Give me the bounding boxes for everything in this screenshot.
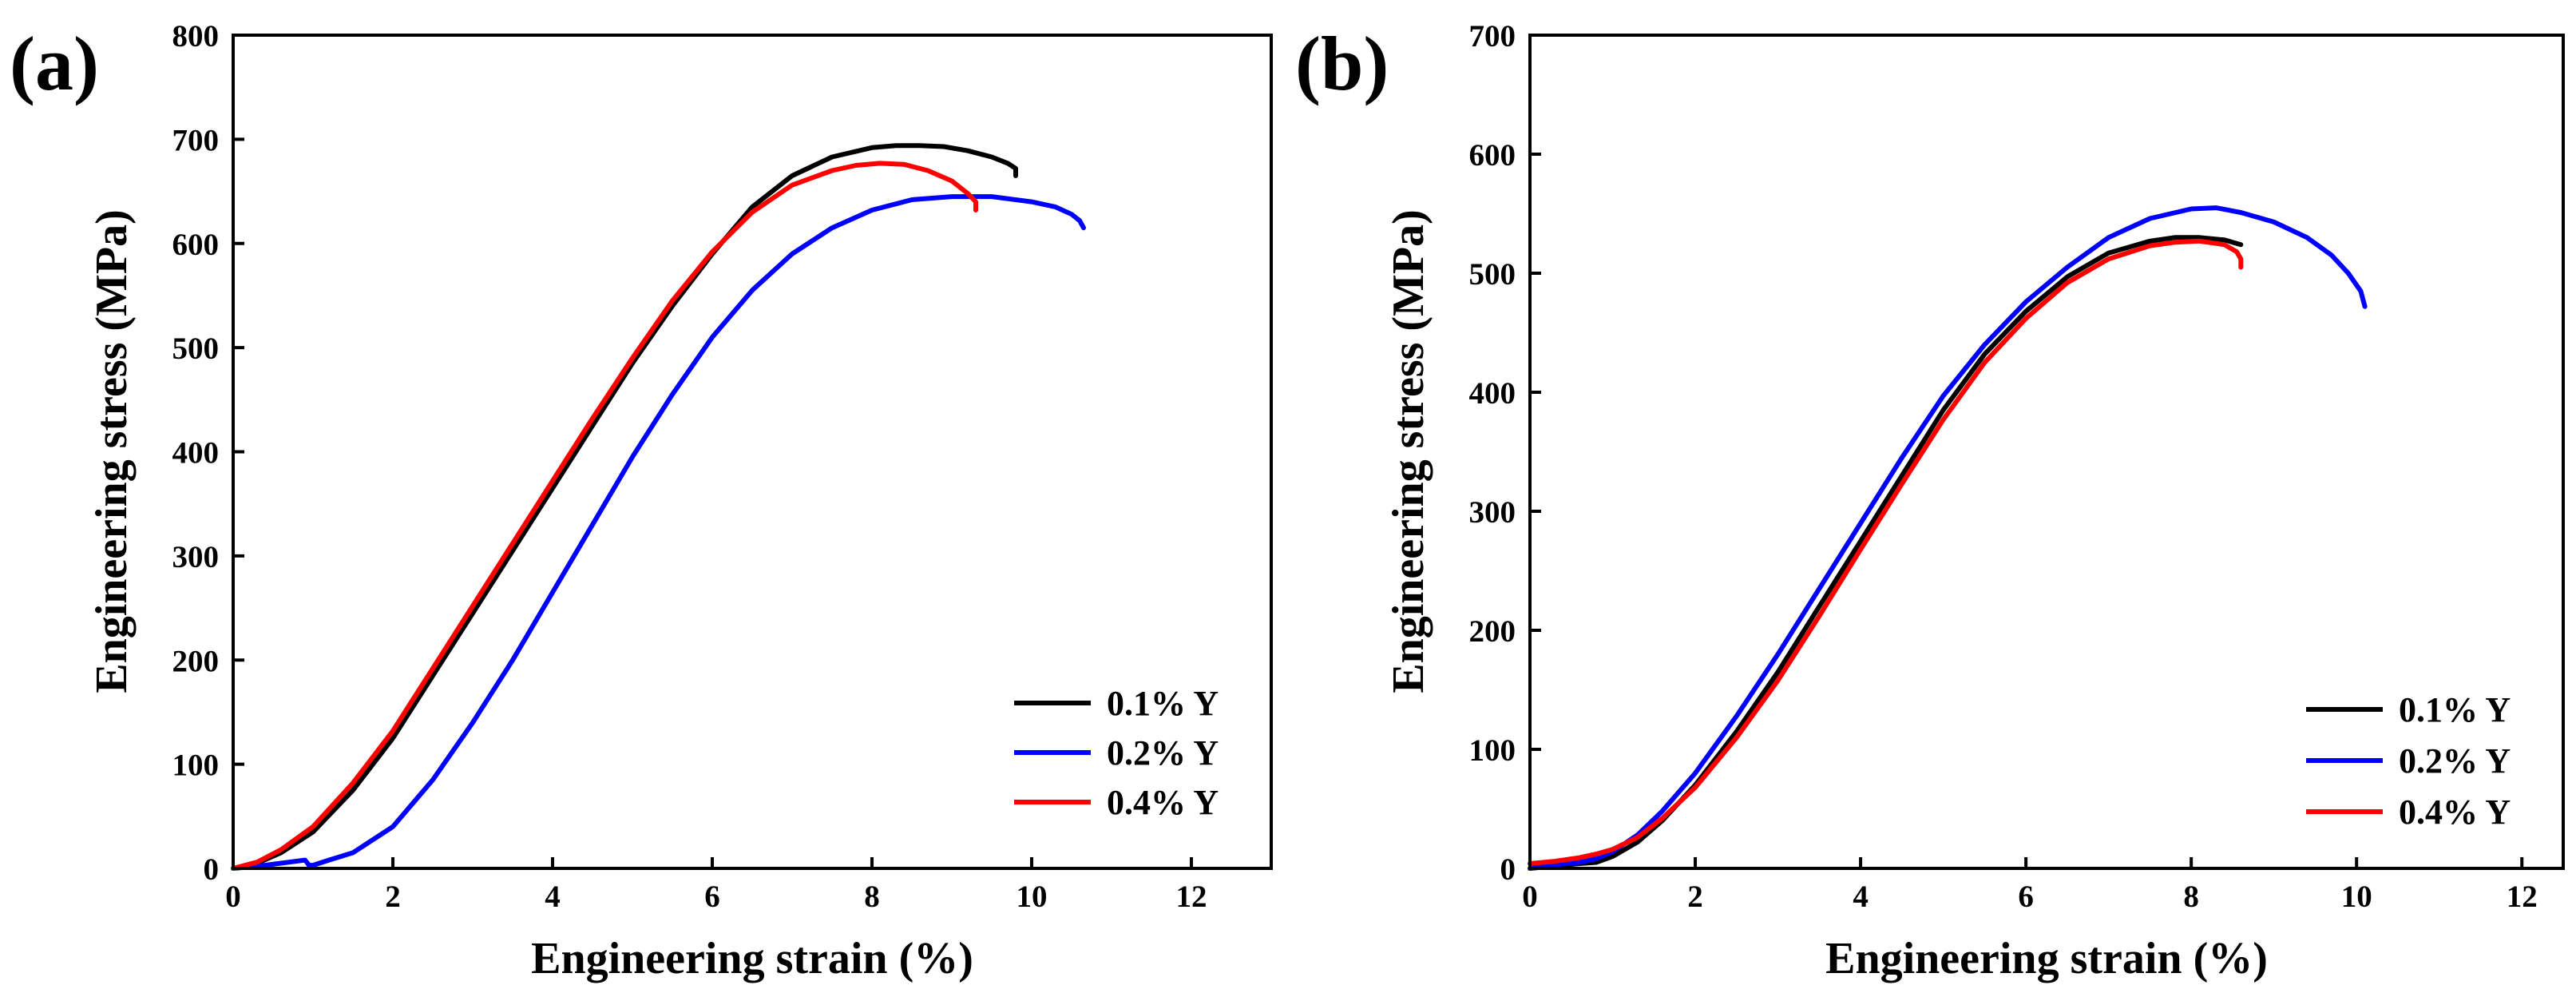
x-tick-label: 8 — [2183, 880, 2199, 914]
y-tick-label: 600 — [172, 228, 220, 262]
legend-label: 0.4% Y — [1107, 783, 1219, 822]
series-group — [231, 143, 1086, 871]
legend-label: 0.1% Y — [1107, 684, 1219, 723]
x-tick-label: 10 — [1017, 880, 1048, 914]
y-tick-label: 500 — [172, 332, 220, 366]
y-tick-label: 200 — [172, 644, 220, 678]
legend-label: 0.1% Y — [2399, 690, 2511, 729]
panel-label: (a) — [10, 21, 99, 106]
plot-frame — [1528, 34, 2565, 870]
x-tick-label: 6 — [704, 880, 720, 914]
y-axis-title: Engineering stress (MPa) — [1384, 209, 1433, 693]
axis-ticks: 0 2 4 6 8 10 12 0 100 200 300 400 500 600 700 — [1469, 19, 2538, 914]
y-tick-label: 0 — [1500, 852, 1516, 887]
legend-label: 0.2% Y — [1107, 733, 1219, 773]
axis-ticks: 0 2 4 6 8 10 12 0 100 200 300 400 500 600 700 800 — [172, 19, 1207, 914]
series-line-3 — [1528, 238, 2244, 866]
series-group — [1528, 205, 2368, 871]
y-tick-label: 800 — [172, 19, 220, 54]
y-tick-label: 100 — [172, 749, 220, 783]
y-tick-label: 600 — [1469, 138, 1516, 173]
panel-label: (b) — [1295, 21, 1389, 106]
plot-frame — [232, 34, 1273, 870]
chart-panel-b: (b) 0 2 4 6 8 10 12 0 100 200 300 400 500 600 700 0.1%… — [1295, 19, 2565, 983]
y-tick-label: 700 — [1469, 19, 1516, 54]
x-tick-label: 8 — [864, 880, 880, 914]
x-tick-label: 0 — [1522, 880, 1538, 914]
y-tick-label: 400 — [172, 436, 220, 471]
x-tick-label: 10 — [2341, 880, 2372, 914]
y-tick-label: 300 — [1469, 495, 1516, 530]
x-tick-label: 4 — [1853, 880, 1869, 914]
y-axis-title: Engineering stress (MPa) — [87, 209, 137, 693]
y-tick-label: 500 — [1469, 257, 1516, 292]
x-tick-label: 0 — [225, 880, 241, 914]
legend: 0.1% Y 0.2% Y 0.4% Y — [2306, 690, 2511, 832]
y-tick-label: 0 — [204, 852, 220, 887]
x-tick-label: 2 — [385, 880, 401, 914]
x-tick-label: 6 — [2018, 880, 2034, 914]
x-tick-label: 4 — [545, 880, 561, 914]
series-line-1 — [1528, 235, 2244, 871]
legend-label: 0.2% Y — [2399, 741, 2511, 781]
series-line-2 — [231, 194, 1086, 871]
x-axis-title: Engineering strain (%) — [1825, 934, 2268, 983]
legend: 0.1% Y 0.2% Y 0.4% Y — [1014, 684, 1219, 822]
legend-label: 0.4% Y — [2399, 792, 2511, 832]
y-tick-label: 100 — [1469, 733, 1516, 768]
series-line-3 — [231, 161, 978, 871]
chart-panel-a: (a) 0 2 4 6 8 10 12 0 100 200 300 400 500 600 700 800 0… — [10, 19, 1273, 983]
y-tick-label: 300 — [172, 540, 220, 574]
x-tick-label: 12 — [1176, 880, 1207, 914]
x-axis-title: Engineering strain (%) — [531, 934, 973, 983]
x-tick-label: 2 — [1687, 880, 1703, 914]
x-tick-label: 12 — [2507, 880, 2538, 914]
y-tick-label: 700 — [172, 123, 220, 157]
y-tick-label: 200 — [1469, 614, 1516, 649]
y-tick-label: 400 — [1469, 376, 1516, 411]
